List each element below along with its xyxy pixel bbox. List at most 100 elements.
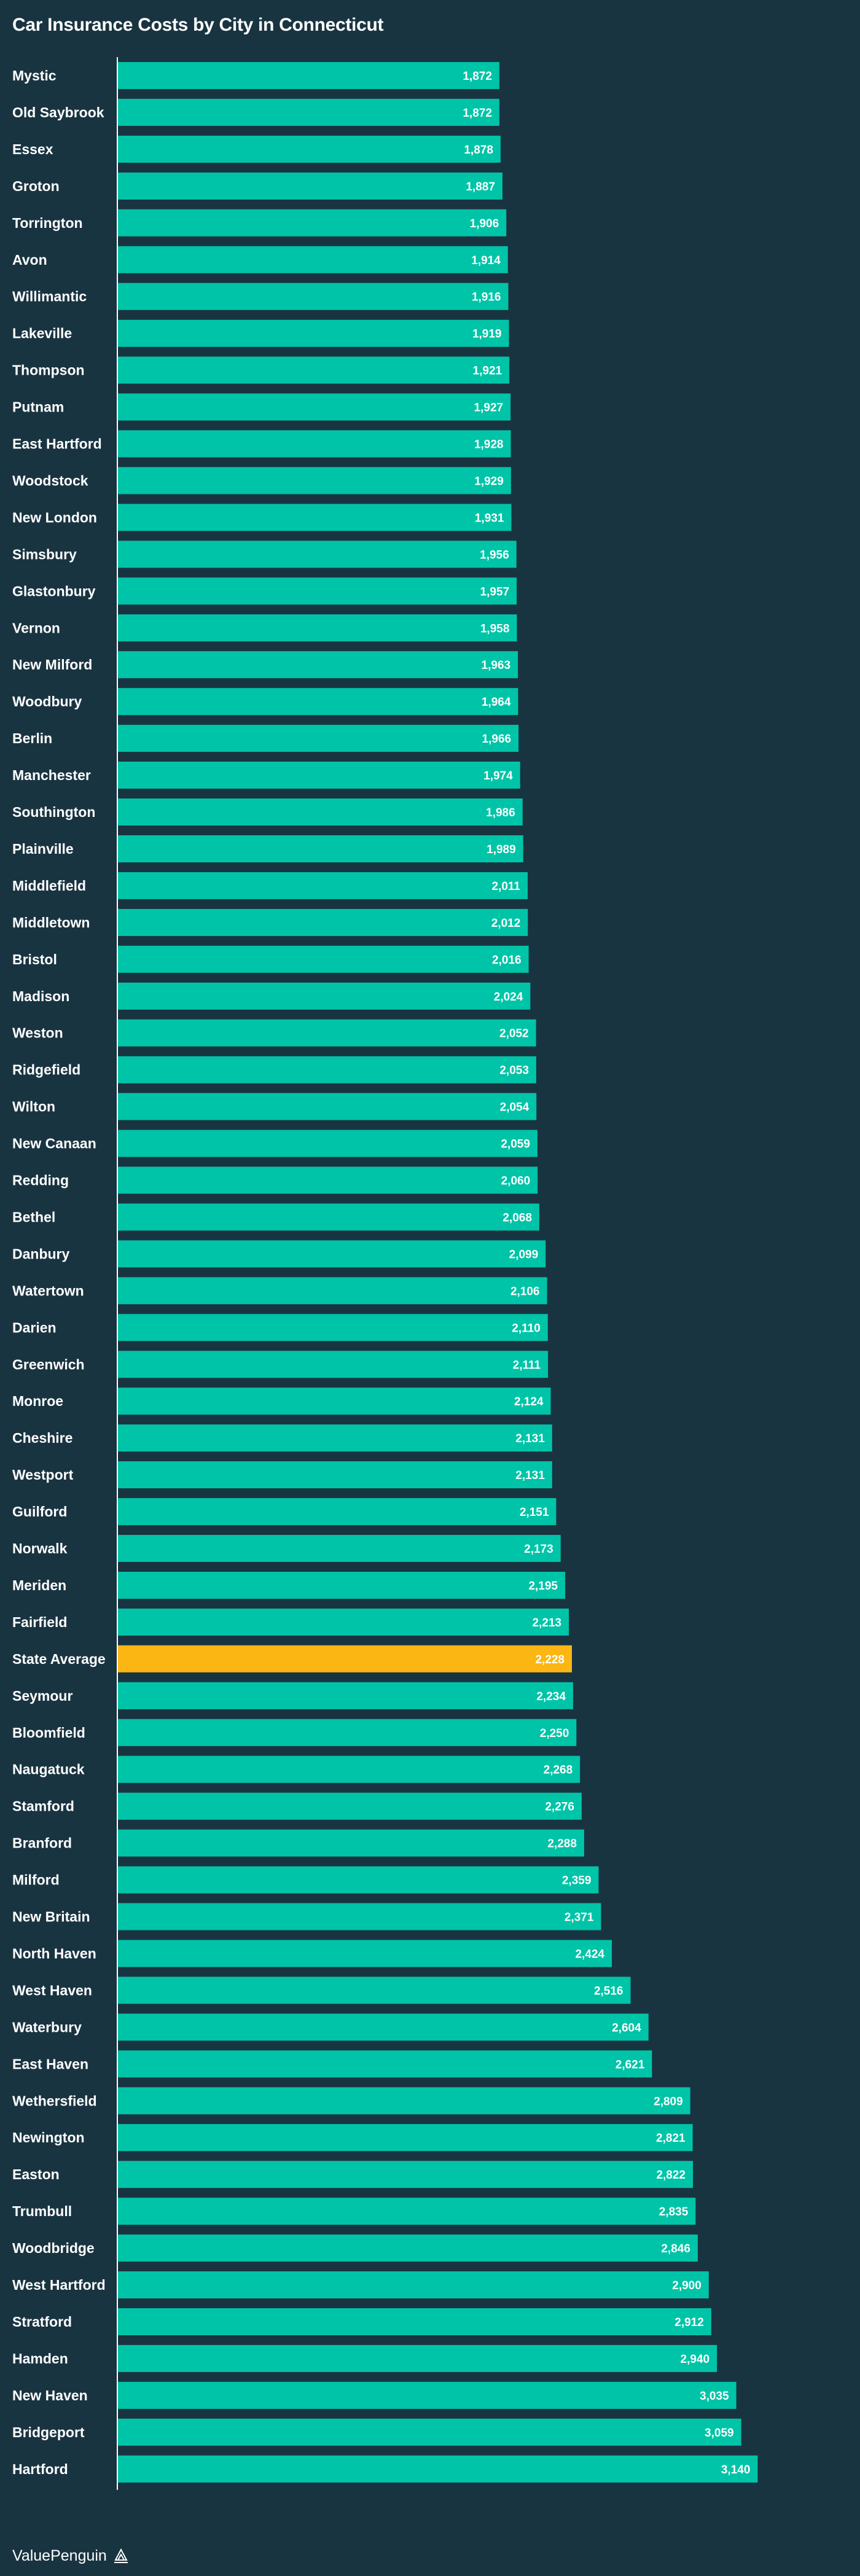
bar-state-average <box>118 1645 572 1672</box>
category-label: Newington <box>12 2129 85 2145</box>
bar-easton <box>118 2161 693 2188</box>
data-label: 1,957 <box>480 585 510 598</box>
data-label: 1,931 <box>475 512 504 525</box>
bar-fairfield <box>118 1608 569 1636</box>
data-label: 2,012 <box>491 917 521 930</box>
data-label: 1,989 <box>487 843 516 856</box>
bar-new-london <box>118 504 512 531</box>
category-label: Manchester <box>12 767 91 783</box>
category-label: Hamden <box>12 2351 68 2367</box>
data-label: 2,516 <box>594 1985 624 1997</box>
bar-weston <box>118 1019 536 1047</box>
category-label: Meriden <box>12 1577 66 1593</box>
data-label: 1,878 <box>464 144 493 157</box>
data-label: 2,060 <box>501 1175 531 1188</box>
category-label: Seymour <box>12 1688 72 1704</box>
category-label: Guilford <box>12 1504 67 1520</box>
bar-new-haven <box>118 2381 737 2409</box>
category-label: Bridgeport <box>12 2424 85 2440</box>
data-label: 1,929 <box>474 475 504 488</box>
category-label: Bristol <box>12 951 57 967</box>
bar-old-saybrook <box>118 98 499 126</box>
data-label: 2,124 <box>514 1395 544 1408</box>
category-label: West Haven <box>12 1982 92 1998</box>
bar-torrington <box>118 209 507 236</box>
data-label: 1,872 <box>463 70 492 83</box>
data-label: 1,963 <box>482 659 511 672</box>
data-label: 1,914 <box>471 254 501 267</box>
bar-mystic <box>118 62 499 89</box>
category-label: Weston <box>12 1025 63 1041</box>
data-label: 2,024 <box>494 991 523 1004</box>
data-label: 2,424 <box>575 1948 604 1961</box>
category-label: Monroe <box>12 1393 63 1409</box>
data-label: 2,131 <box>515 1469 545 1482</box>
data-label: 2,604 <box>612 2021 641 2034</box>
category-label: New Haven <box>12 2387 88 2403</box>
bar-willimantic <box>118 283 509 310</box>
bar-darien <box>118 1314 548 1341</box>
data-label: 2,276 <box>545 1801 574 1814</box>
bar-putnam <box>118 393 511 421</box>
category-label: North Haven <box>12 1946 96 1962</box>
category-label: Milford <box>12 1872 60 1888</box>
data-label: 1,974 <box>483 770 513 783</box>
data-label: 2,900 <box>672 2279 702 2292</box>
category-label: New Milford <box>12 657 92 673</box>
bars <box>118 62 758 2483</box>
data-label: 2,250 <box>540 1727 569 1740</box>
bar-middletown <box>118 908 528 936</box>
category-label: Stratford <box>12 2314 72 2330</box>
category-label: Torrington <box>12 215 83 231</box>
bar-milford <box>118 1866 599 1894</box>
bar-glastonbury <box>118 577 517 605</box>
data-label: 1,928 <box>474 439 504 451</box>
category-label: Branford <box>12 1835 72 1851</box>
category-label: Willimantic <box>12 289 87 305</box>
data-label: 1,964 <box>482 696 511 709</box>
bar-hartford <box>118 2455 758 2483</box>
category-label: New Canaan <box>12 1136 96 1152</box>
category-label: Waterbury <box>12 2019 82 2035</box>
brand-name: ValuePenguin <box>12 2547 107 2564</box>
data-label: 2,821 <box>656 2132 686 2145</box>
category-label: State Average <box>12 1651 106 1667</box>
data-label: 2,054 <box>500 1101 530 1114</box>
category-label: Madison <box>12 988 69 1004</box>
category-label: Wilton <box>12 1099 55 1115</box>
data-label: 2,940 <box>681 2353 710 2366</box>
category-label: Watertown <box>12 1282 84 1298</box>
data-label: 2,053 <box>499 1064 529 1077</box>
bar-meriden <box>118 1572 565 1599</box>
data-label: 1,919 <box>472 328 502 341</box>
category-label: Redding <box>12 1173 69 1188</box>
bar-westport <box>118 1461 552 1489</box>
data-label: 1,927 <box>474 402 504 415</box>
category-label: Bethel <box>12 1209 55 1225</box>
category-label: Woodbridge <box>12 2240 95 2256</box>
bar-stratford <box>118 2308 711 2335</box>
category-label: Lakeville <box>12 326 72 342</box>
category-label: Stamford <box>12 1798 74 1814</box>
bar-seymour <box>118 1682 573 1709</box>
data-label: 2,234 <box>536 1690 566 1703</box>
category-label: Mystic <box>12 68 57 84</box>
data-label: 1,956 <box>480 548 509 561</box>
bar-essex <box>118 135 501 163</box>
bar-branford <box>118 1829 584 1857</box>
bar-newington <box>118 2124 693 2152</box>
data-label: 2,059 <box>501 1138 530 1151</box>
data-label: 2,288 <box>547 1838 577 1851</box>
category-label: Groton <box>12 178 60 194</box>
category-label: Naugatuck <box>12 1762 85 1778</box>
category-label: Berlin <box>12 730 52 746</box>
bar-watertown <box>118 1277 547 1305</box>
category-label: Woodstock <box>12 473 88 489</box>
data-label: 2,371 <box>565 1911 594 1924</box>
category-label: Avon <box>12 252 47 268</box>
bar-trumbull <box>118 2198 696 2225</box>
bar-manchester <box>118 762 520 789</box>
valuepenguin-logo-icon <box>114 2548 128 2563</box>
category-label: Simsbury <box>12 546 77 562</box>
